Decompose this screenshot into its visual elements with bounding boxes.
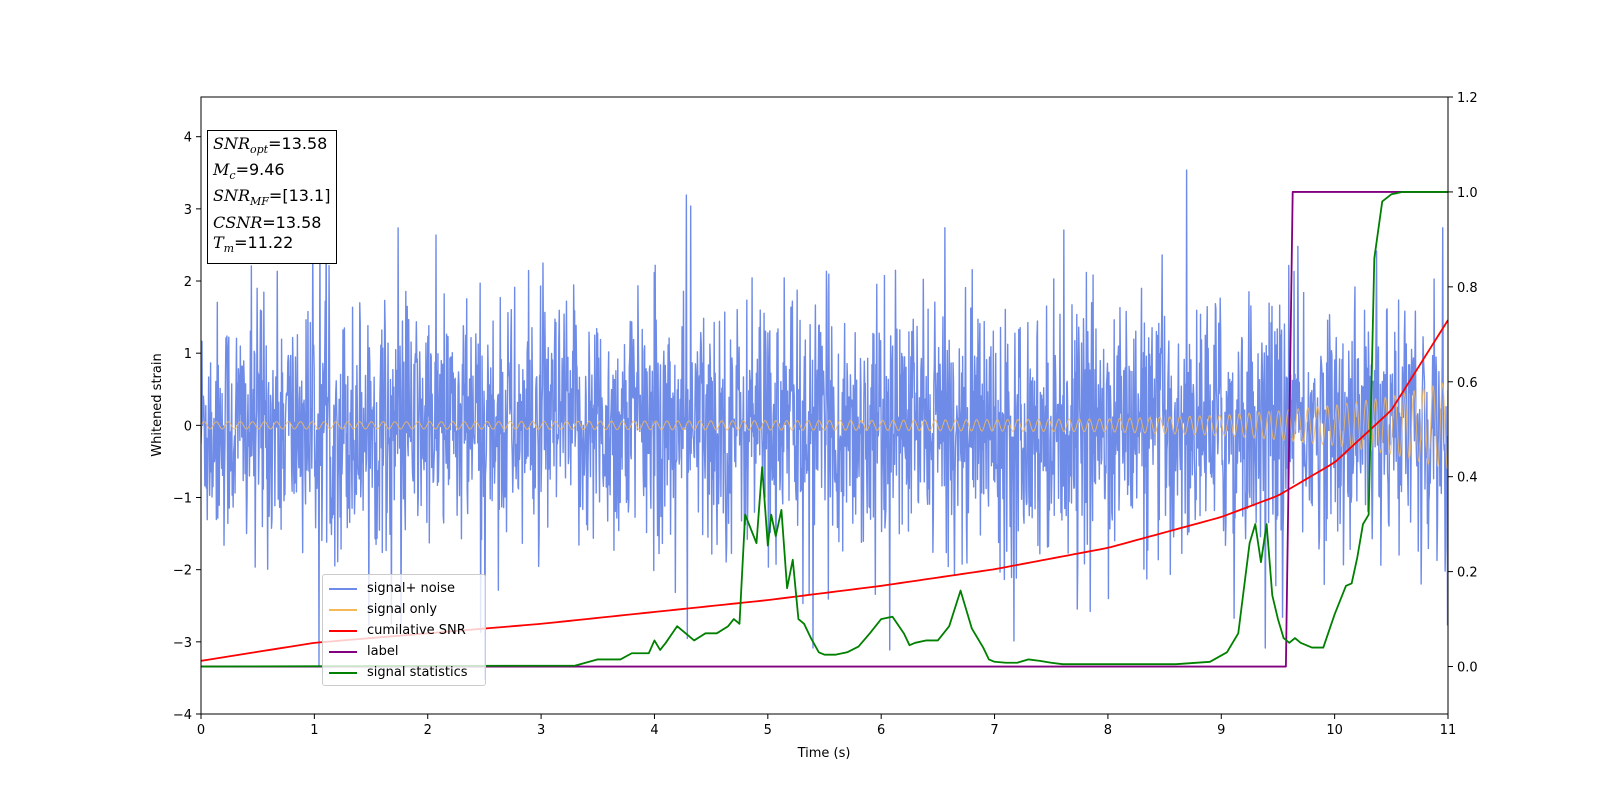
- x-tick-label: 11: [1440, 723, 1457, 738]
- y2-tick-label: 0.4: [1457, 471, 1478, 486]
- x-tick-label: 7: [990, 723, 998, 738]
- legend-item-cumsnr: cumilative SNR: [329, 620, 479, 641]
- x-tick-label: 5: [764, 723, 772, 738]
- y2-tick-label: 1.2: [1457, 91, 1478, 106]
- legend-item-signal: signal only: [329, 599, 479, 620]
- y-tick-label: −1: [173, 492, 192, 507]
- y2-tick-label: 0.2: [1457, 566, 1478, 581]
- x-tick-label: 3: [537, 723, 545, 738]
- y-tick-label: 1: [184, 347, 192, 362]
- series-signal-noise: [201, 169, 1448, 680]
- tm-line: Tm=11.22: [213, 232, 294, 255]
- snr-opt-line: SNRopt=13.58: [213, 134, 328, 157]
- x-tick-label: 0: [197, 723, 205, 738]
- y-tick-label: −4: [173, 708, 192, 723]
- axis-ticks: 0 1 2 3 4 5 6 7 8 9 10 11 −4 −3 −2 −1 0 1 2 3 4 0.0 0.2 0.4 0.6 0…: [173, 91, 1478, 738]
- y-tick-label: −2: [173, 564, 192, 579]
- x-tick-label: 10: [1326, 723, 1343, 738]
- series-signal-statistics: [201, 191, 1448, 668]
- y2-tick-label: 0.6: [1457, 376, 1478, 391]
- info-box: SNRopt=13.58 Mc=9.46 SNRMF=[13.1] CSNR=1…: [207, 130, 338, 264]
- series-signal-only: [201, 382, 1448, 470]
- y-tick-label: 3: [184, 203, 192, 218]
- y-axis-label: Whitened strain: [150, 353, 165, 456]
- x-tick-label: 9: [1217, 723, 1225, 738]
- snr-opt-value: =13.58: [268, 134, 328, 153]
- x-axis-label: Time (s): [797, 746, 851, 761]
- mc-value: =9.46: [235, 160, 285, 180]
- mc-line: Mc=9.46: [213, 160, 285, 183]
- legend-item-stat: signal statistics: [329, 662, 479, 683]
- y2-tick-label: 0.8: [1457, 281, 1478, 296]
- y-tick-label: 0: [184, 419, 192, 434]
- y2-tick-label: 0.0: [1457, 661, 1478, 676]
- legend-swatch-label: [329, 650, 357, 653]
- y-tick-label: −3: [173, 636, 192, 651]
- snr-mf-line: SNRMF=[13.1]: [213, 186, 331, 209]
- x-tick-label: 8: [1104, 723, 1112, 738]
- x-tick-label: 6: [877, 723, 885, 738]
- series-label: [201, 191, 1448, 668]
- legend-swatch-signal: [329, 608, 357, 611]
- y2-tick-label: 1.0: [1457, 186, 1478, 201]
- legend-swatch-cumsnr: [329, 629, 357, 632]
- legend-label-label: label: [367, 644, 399, 659]
- legend-item-noise: signal+ noise: [329, 578, 479, 599]
- legend-item-label: label: [329, 641, 479, 662]
- legend-swatch-noise: [329, 587, 357, 590]
- csnr-value: =13.58: [262, 212, 322, 232]
- tm-value: =11.22: [234, 232, 294, 252]
- y-tick-label: 2: [184, 275, 192, 290]
- legend: signal+ noise signal only cumilative SNR…: [322, 574, 486, 686]
- y-tick-label: 4: [184, 131, 192, 146]
- x-tick-label: 2: [424, 723, 432, 738]
- legend-label-stat: signal statistics: [367, 665, 468, 680]
- x-tick-label: 1: [310, 723, 318, 738]
- legend-label-noise: signal+ noise: [367, 581, 456, 596]
- legend-label-signal: signal only: [367, 602, 438, 617]
- axes-frame: [200, 96, 1449, 715]
- csnr-line: CSNR=13.58: [213, 212, 322, 232]
- snr-mf-value: =[13.1]: [268, 186, 331, 206]
- x-tick-label: 4: [650, 723, 658, 738]
- legend-label-cumsnr: cumilative SNR: [367, 623, 466, 638]
- legend-swatch-stat: [329, 671, 357, 674]
